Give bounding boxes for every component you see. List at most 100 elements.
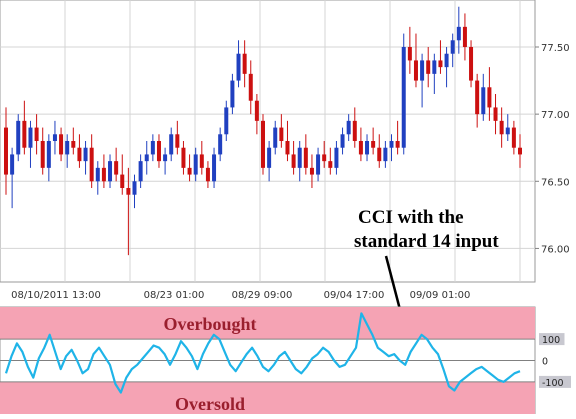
x-tick-label: 09/09 01:00 xyxy=(410,290,471,301)
candle xyxy=(230,73,235,115)
candle xyxy=(438,40,443,74)
candle xyxy=(273,120,278,155)
candle xyxy=(371,127,376,155)
candle-body xyxy=(59,134,64,155)
cci-series xyxy=(4,312,521,394)
candle-body xyxy=(132,181,137,195)
candle xyxy=(352,107,357,148)
candle xyxy=(426,47,431,88)
oversold-zone xyxy=(0,381,535,414)
x-axis: 08/10/2011 13:00 08/23 01:00 08/29 09:00 09… xyxy=(11,290,470,301)
candle xyxy=(205,161,210,188)
candle xyxy=(420,53,425,108)
candle xyxy=(456,6,461,54)
candle xyxy=(199,141,204,175)
cci-y-axis: 100 0 -100 xyxy=(539,333,571,389)
candle-body xyxy=(22,120,27,148)
candle xyxy=(108,154,113,188)
candle-body xyxy=(236,53,241,81)
candle-body xyxy=(10,154,15,175)
annotation-line2: standard 14 input xyxy=(354,231,499,252)
candle-body xyxy=(95,167,100,182)
x-tick-label: 08/23 01:00 xyxy=(144,290,205,301)
cci-y-tick-bg xyxy=(539,375,571,388)
candle xyxy=(395,120,400,155)
candle xyxy=(316,147,321,182)
candle xyxy=(487,67,492,121)
candle-body xyxy=(175,134,180,148)
candle-body xyxy=(328,161,333,168)
candle xyxy=(401,33,406,155)
candle-body xyxy=(248,73,253,101)
candle-body xyxy=(426,60,431,74)
candle-body xyxy=(456,26,461,41)
cci-line xyxy=(4,312,521,394)
x-tick-label: 08/29 09:00 xyxy=(232,290,293,301)
candle-body xyxy=(120,174,125,188)
price-y-tick-label: 77.50 xyxy=(541,43,570,54)
candle xyxy=(114,147,119,182)
candle xyxy=(169,127,174,162)
candle-body xyxy=(71,141,76,148)
candle xyxy=(138,154,143,188)
candle xyxy=(163,147,168,175)
candle-body xyxy=(205,167,210,182)
cci-y-tick-label: 100 xyxy=(542,335,560,346)
candle xyxy=(481,73,486,121)
candle-body xyxy=(450,40,455,54)
candle-body xyxy=(383,147,388,162)
candle-body xyxy=(432,60,437,74)
candle-body xyxy=(358,141,363,155)
candle-body xyxy=(254,100,259,121)
candle-body xyxy=(438,60,443,68)
candle-body xyxy=(505,127,510,135)
candle xyxy=(261,114,265,175)
candle xyxy=(303,134,308,175)
candle xyxy=(346,114,351,141)
candle-body xyxy=(340,134,345,148)
candle-body xyxy=(444,53,449,68)
candle-body xyxy=(413,60,418,81)
candle xyxy=(407,26,412,74)
candle-body xyxy=(187,167,192,175)
candle xyxy=(475,73,480,128)
candle-body xyxy=(77,147,82,162)
candle xyxy=(469,40,474,88)
candle xyxy=(28,120,33,168)
cci-y-tick-bg xyxy=(539,333,565,346)
candle xyxy=(95,161,100,195)
price-y-tick-label: 76.00 xyxy=(541,244,570,255)
candle xyxy=(22,100,27,155)
candle xyxy=(16,114,21,162)
candle xyxy=(518,134,522,168)
candle xyxy=(511,120,516,155)
candle xyxy=(71,127,76,155)
candle xyxy=(493,94,498,135)
candle-body xyxy=(475,80,480,115)
candle-body xyxy=(316,154,321,175)
candle xyxy=(120,154,125,195)
candle-body xyxy=(169,134,174,155)
candle xyxy=(218,127,223,162)
candle xyxy=(40,127,45,175)
candle-body xyxy=(377,147,382,162)
candle xyxy=(156,134,161,168)
candle-body xyxy=(297,147,302,168)
candle xyxy=(187,154,192,182)
overbought-zone xyxy=(0,307,535,340)
candle xyxy=(4,107,8,195)
candle-body xyxy=(487,87,492,108)
candle xyxy=(65,134,70,168)
candle-body xyxy=(199,154,204,168)
candle xyxy=(267,141,272,182)
candle-body xyxy=(144,154,149,162)
price-gridlines xyxy=(0,0,535,282)
candle xyxy=(150,134,155,162)
candle xyxy=(89,134,94,188)
candle-body xyxy=(511,127,516,148)
candle xyxy=(334,141,339,175)
cci-y-tick-label: 0 xyxy=(542,357,548,368)
candle xyxy=(212,147,217,188)
